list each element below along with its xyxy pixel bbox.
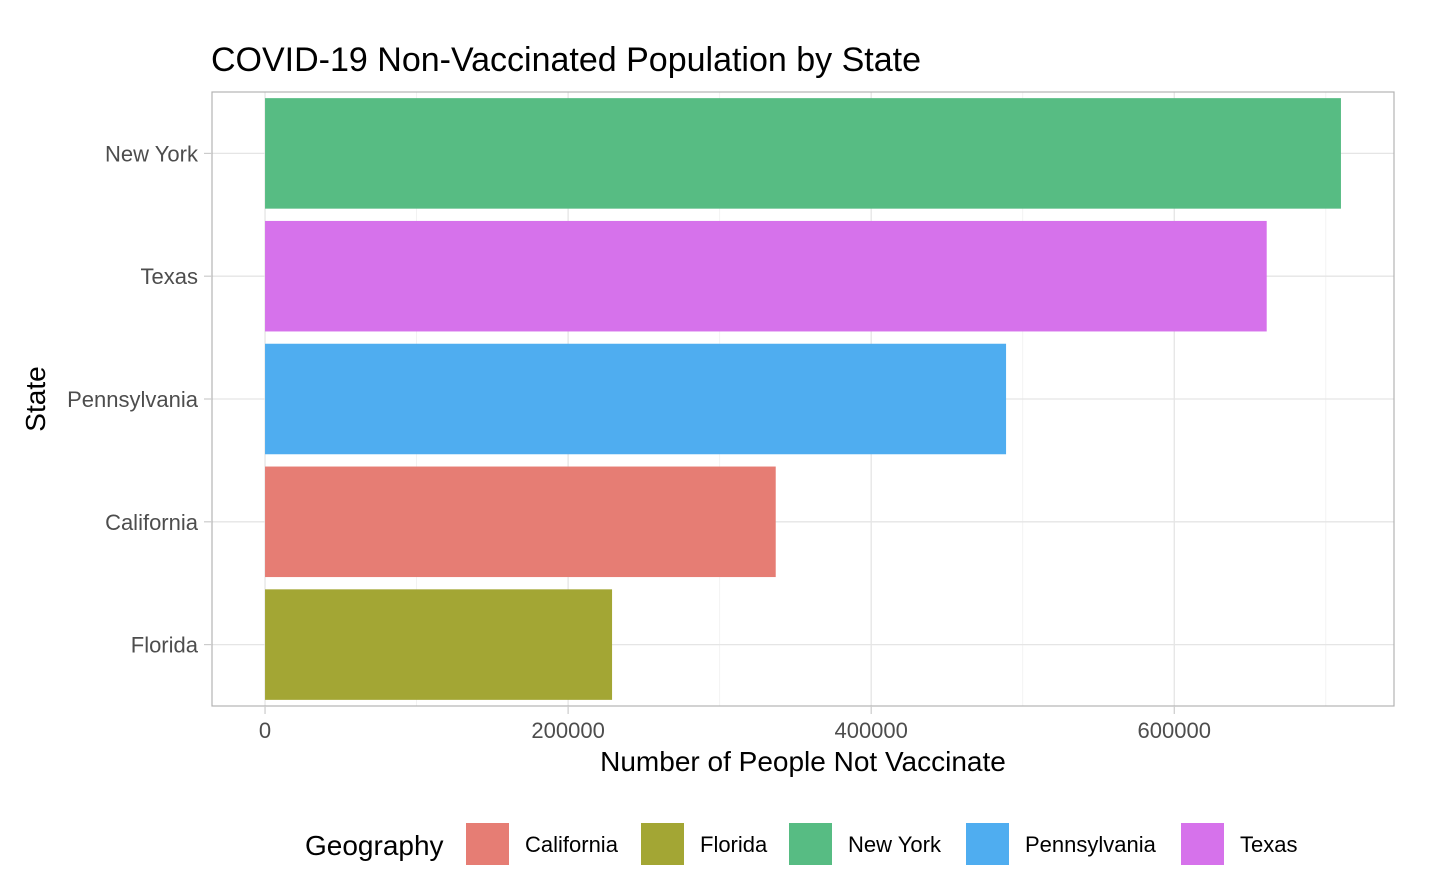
legend-label-pennsylvania: Pennsylvania xyxy=(1025,832,1157,857)
legend-label-new-york: New York xyxy=(848,832,942,857)
legend-key-pennsylvania xyxy=(966,823,1009,865)
x-tick-label: 200000 xyxy=(531,718,604,743)
y-tick-label: Pennsylvania xyxy=(67,387,199,412)
x-tick-label: 0 xyxy=(259,718,271,743)
x-tick-label: 400000 xyxy=(834,718,907,743)
x-tick-label: 600000 xyxy=(1138,718,1211,743)
y-tick-label: Texas xyxy=(141,264,198,289)
legend-label-texas: Texas xyxy=(1240,832,1297,857)
x-axis-title: Number of People Not Vaccinate xyxy=(600,746,1006,777)
bar-new-york xyxy=(265,98,1341,209)
legend-key-california xyxy=(466,823,509,865)
bar-california xyxy=(265,466,776,578)
legend-title: Geography xyxy=(305,830,444,861)
legend-key-new-york xyxy=(789,823,832,865)
legend-key-texas xyxy=(1181,823,1224,865)
chart-title: COVID-19 Non-Vaccinated Population by St… xyxy=(211,41,921,79)
x-axis: 0 200000 400000 600000 xyxy=(259,706,1211,743)
y-axis-title: State xyxy=(20,366,51,431)
y-tick-label: California xyxy=(105,510,199,535)
legend-label-florida: Florida xyxy=(700,832,768,857)
legend-label-california: California xyxy=(525,832,619,857)
bar-florida xyxy=(265,589,613,700)
legend: Geography California Florida New York Penns… xyxy=(305,823,1297,865)
legend-key-florida xyxy=(641,823,684,865)
bar-pennsylvania xyxy=(265,343,1007,455)
bar-texas xyxy=(265,220,1267,332)
bars xyxy=(265,98,1341,700)
y-tick-label: Florida xyxy=(131,633,199,658)
y-axis: New York Texas Pennsylvania California Flori… xyxy=(67,141,212,658)
y-tick-label: New York xyxy=(105,141,199,166)
